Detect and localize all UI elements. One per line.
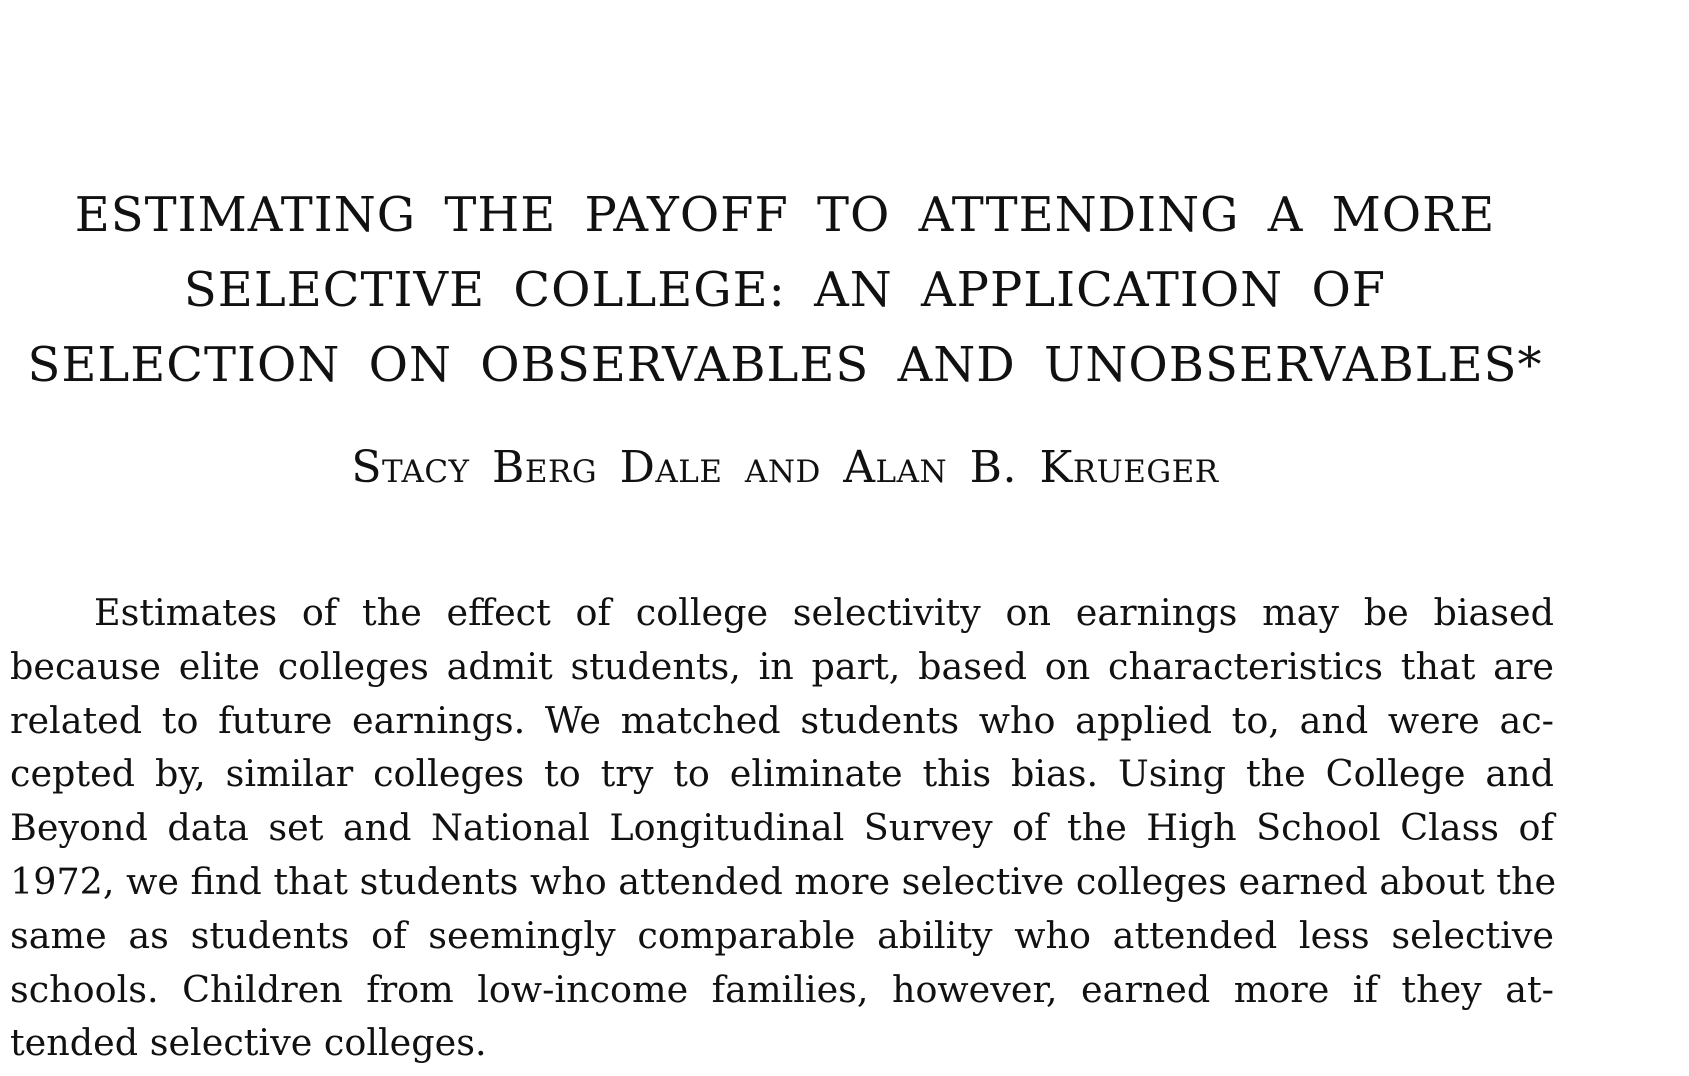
abstract-line: same as students of seemingly comparable… [10, 913, 1554, 957]
abstract-line: 1972, we find that students who attended… [10, 859, 1557, 903]
abstract-line: related to future earnings. We matched s… [10, 698, 1554, 742]
abstract-line: because elite colleges admit students, i… [10, 644, 1554, 688]
abstract-line: cepted by, similar colleges to try to el… [10, 752, 1554, 796]
abstract-line: schools. Children from low-income famili… [10, 967, 1554, 1011]
abstract-line: Estimates of the effect of college selec… [94, 591, 1554, 634]
title-line: ESTIMATING THE PAYOFF TO ATTENDING A MOR… [74, 187, 1496, 243]
abstract-line: Beyond data set and National Longitudina… [10, 806, 1554, 850]
title-line: SELECTIVE COLLEGE: AN APPLICATION OF [183, 262, 1387, 318]
paper-authors: Stacy Berg Dale and Alan B. Krueger [351, 442, 1219, 493]
abstract-line: tended selective colleges. [10, 1021, 487, 1065]
paper-title: ESTIMATING THE PAYOFF TO ATTENDING A MOR… [0, 178, 1570, 403]
title-line: SELECTION ON OBSERVABLES AND UNOBSERVABL… [27, 337, 1543, 393]
abstract-paragraph: Estimates of the effect of college selec… [10, 586, 1557, 1070]
